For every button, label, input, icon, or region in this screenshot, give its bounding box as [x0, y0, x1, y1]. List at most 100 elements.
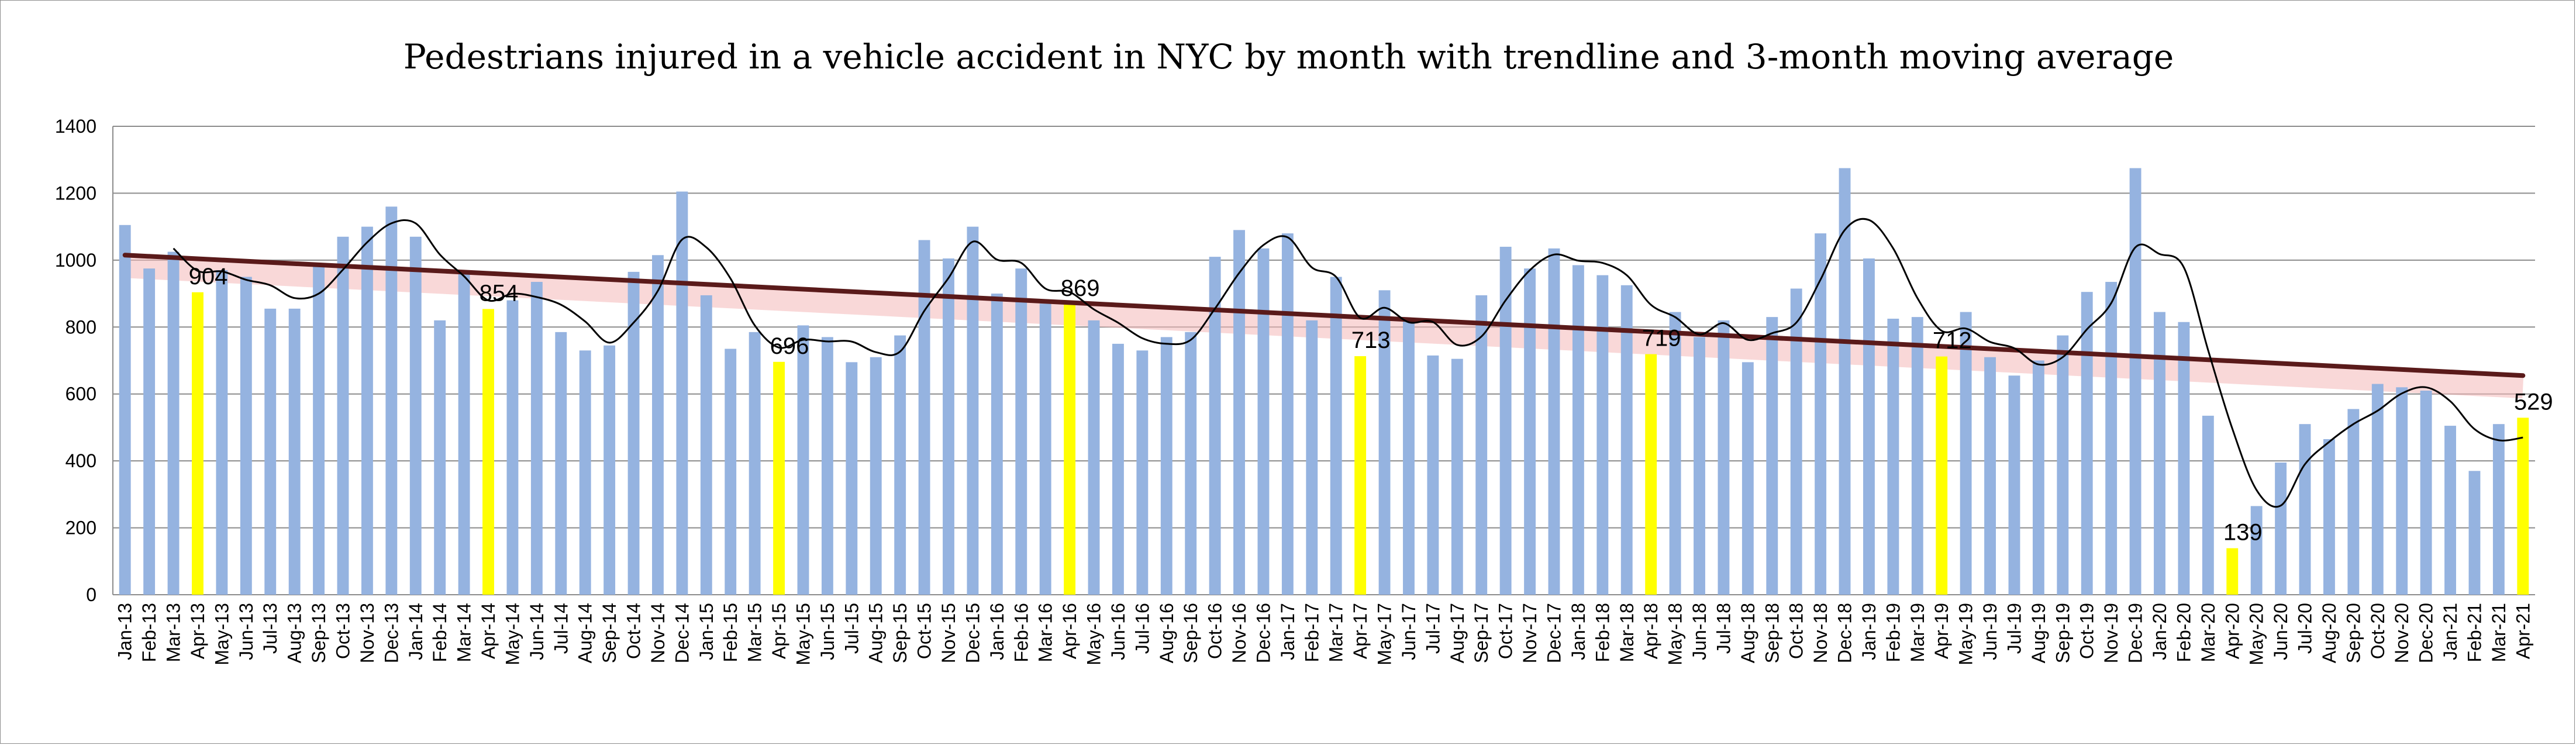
bar [2081, 292, 2093, 595]
x-tick-label: Feb-21 [2464, 603, 2485, 662]
x-tick-label: Jun-16 [1108, 603, 1129, 660]
bar [1984, 357, 1996, 595]
bar [1694, 337, 1705, 595]
bar [143, 268, 156, 595]
x-tick-label: Feb-13 [139, 603, 160, 662]
x-tick-label: Jul-19 [2004, 603, 2025, 654]
trendline [122, 253, 2526, 378]
bar [1088, 320, 1100, 595]
x-tick-label: Oct-20 [2367, 603, 2388, 659]
data-label: 854 [480, 280, 519, 306]
moving-average-line [173, 218, 2523, 508]
bar [1015, 268, 1027, 595]
x-tick-label: Dec-14 [671, 603, 692, 663]
x-tick-label: Jul-15 [841, 603, 862, 654]
bar [943, 258, 954, 595]
x-tick-label: Jan-13 [115, 603, 136, 660]
bar [918, 240, 930, 595]
bar [1209, 257, 1221, 595]
x-tick-label: Oct-13 [333, 603, 354, 659]
x-tick-label: Apr-20 [2222, 603, 2243, 659]
x-tick-label: Aug-13 [284, 603, 305, 663]
data-label: 696 [770, 333, 809, 359]
bar [1887, 318, 1899, 595]
bar [1451, 358, 1463, 595]
bar [1718, 320, 1730, 595]
data-label: 712 [1933, 328, 1972, 354]
bar [1112, 343, 1124, 595]
bar [2396, 387, 2408, 595]
bar [409, 236, 422, 595]
x-tick-label: Jan-20 [2149, 603, 2170, 660]
data-label: 719 [1642, 326, 1681, 351]
x-tick-label: Oct-14 [623, 603, 644, 659]
x-tick-label: Dec-13 [381, 603, 402, 663]
bar [1815, 233, 1827, 595]
x-tick-label: Sep-16 [1180, 603, 1201, 663]
x-tick-label: Mar-13 [163, 603, 184, 662]
chart-title: Pedestrians injured in a vehicle acciden… [403, 37, 2174, 77]
bar [240, 277, 252, 595]
x-tick-label: Sep-19 [2052, 603, 2073, 663]
bar [192, 292, 204, 595]
bar [2105, 282, 2118, 595]
bar [216, 270, 228, 595]
bar [894, 335, 906, 595]
y-tick-label: 1400 [55, 116, 96, 137]
bar [361, 226, 373, 595]
bar [967, 226, 979, 595]
x-tick-label: Nov-19 [2101, 603, 2122, 663]
x-tick-label: Jul-20 [2295, 603, 2316, 654]
bar [1572, 265, 1584, 595]
bar [2347, 409, 2360, 595]
bar [1354, 356, 1367, 595]
bar [2371, 384, 2384, 595]
x-tick-label: Apr-21 [2512, 603, 2533, 659]
bar [1839, 168, 1851, 595]
x-tick-label: Jun-18 [1689, 603, 1710, 660]
x-tick-label: Jul-14 [550, 603, 571, 654]
bar [2492, 424, 2505, 595]
trendline-glow [124, 256, 2524, 399]
bar [2250, 506, 2263, 595]
y-tick-label: 600 [65, 384, 96, 405]
bar [1524, 268, 1536, 595]
bar [1330, 277, 1342, 595]
x-tick-label: Nov-16 [1229, 603, 1250, 663]
bar [797, 325, 809, 595]
bar [2226, 548, 2239, 595]
bar [2032, 360, 2044, 595]
x-tick-label: Mar-21 [2488, 603, 2509, 662]
bar [2178, 322, 2190, 595]
bar [1960, 312, 1972, 595]
y-tick-label: 1000 [55, 250, 96, 271]
bar [2275, 463, 2287, 595]
bar [1645, 354, 1657, 595]
x-tick-label: Nov-18 [1810, 603, 1831, 663]
bar [1233, 230, 1245, 595]
data-label: 139 [2223, 519, 2263, 545]
x-tick-label: Nov-15 [938, 603, 959, 663]
x-tick-label: Dec-16 [1253, 603, 1274, 663]
data-label: 529 [2514, 389, 2553, 415]
bar [2129, 168, 2142, 595]
bar [1548, 248, 1560, 595]
bar [1257, 248, 1270, 595]
bar [482, 309, 494, 595]
bar [555, 332, 567, 595]
bar [1136, 350, 1149, 595]
bar [2517, 418, 2529, 595]
x-tick-label: Apr-16 [1059, 603, 1080, 659]
x-tick-label: Feb-17 [1301, 603, 1322, 662]
y-tick-label: 800 [65, 316, 96, 337]
data-label: 904 [189, 264, 228, 289]
bar [1742, 362, 1754, 595]
x-tick-label: May-13 [211, 603, 232, 665]
bar [1475, 295, 1488, 595]
x-tick-label: Oct-19 [2077, 603, 2098, 659]
x-tick-label: Aug-15 [865, 603, 887, 663]
x-tick-label: Aug-20 [2319, 603, 2340, 663]
y-tick-label: 400 [65, 450, 96, 471]
bar [264, 308, 277, 595]
